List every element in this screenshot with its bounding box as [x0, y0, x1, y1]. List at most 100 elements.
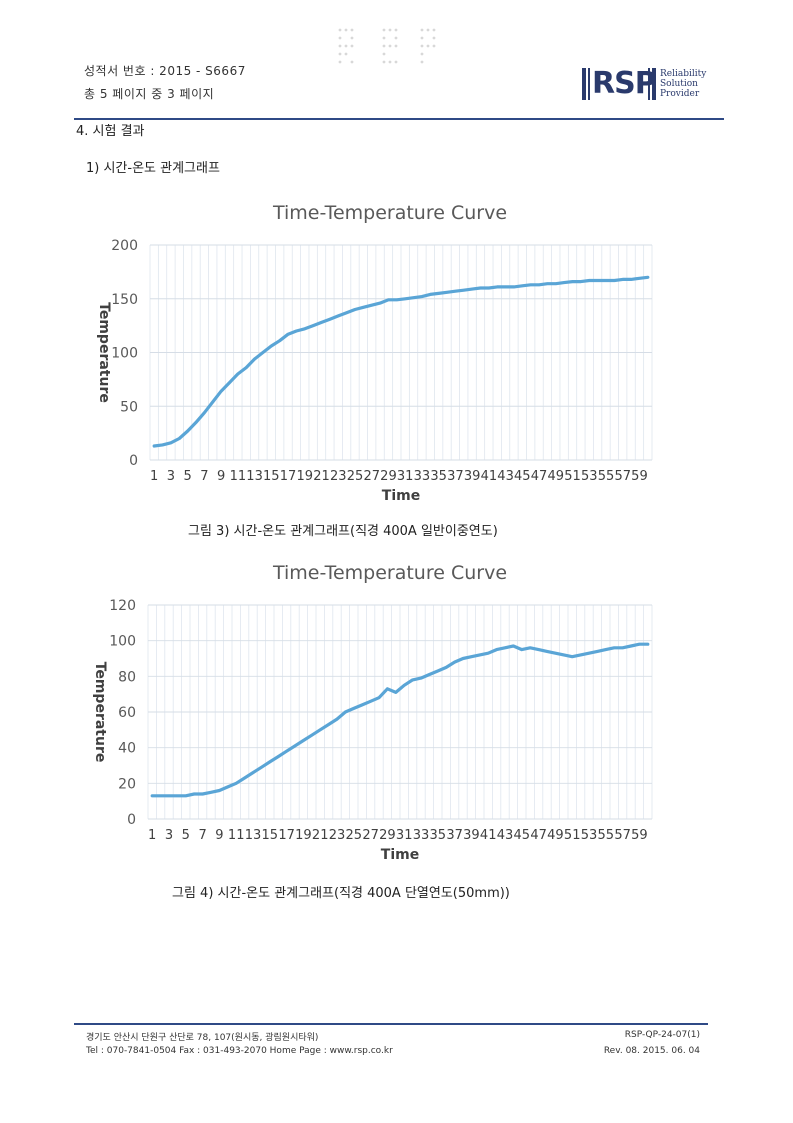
data-point	[268, 760, 271, 764]
footer-revision: Rev. 08. 2015. 06. 04	[603, 1046, 700, 1056]
data-point	[512, 644, 515, 648]
data-point	[562, 653, 565, 657]
x-tick-label: 39	[463, 828, 480, 843]
data-point	[169, 441, 173, 444]
x-tick-label: 17	[278, 828, 295, 843]
data-point	[228, 381, 231, 384]
data-point	[470, 655, 473, 658]
data-point	[277, 755, 280, 758]
data-point	[243, 776, 246, 780]
x-tick-label: 13	[245, 828, 262, 843]
y-tick-label: 100	[111, 346, 138, 362]
page-counter: 총 5 페이지 중 3 페이지	[84, 87, 215, 101]
data-point	[194, 421, 198, 424]
data-point	[429, 293, 432, 296]
series-line	[152, 275, 650, 448]
data-point	[218, 789, 221, 792]
x-tick-label: 43	[497, 469, 514, 484]
x-tick-label: 21	[312, 828, 329, 843]
x-tick-label: 41	[481, 469, 498, 484]
data-point	[545, 650, 549, 653]
data-point	[428, 673, 431, 676]
data-point	[454, 290, 457, 293]
data-point	[328, 318, 332, 321]
y-tick-label: 50	[120, 399, 138, 415]
x-tick-label: 57	[614, 469, 631, 484]
data-point	[646, 643, 649, 646]
x-tick-label: 45	[514, 469, 531, 484]
data-point	[504, 285, 507, 289]
data-point	[377, 696, 381, 699]
x-tick-label: 31	[397, 469, 414, 484]
data-point	[579, 653, 582, 657]
logo-bar-icon	[582, 68, 590, 100]
data-point	[554, 282, 557, 285]
data-point	[178, 437, 181, 440]
data-point	[420, 295, 424, 298]
data-point	[345, 311, 348, 314]
data-point	[251, 771, 255, 774]
y-tick-label: 40	[118, 741, 136, 757]
data-point	[554, 652, 557, 655]
x-tick-label: 11	[230, 469, 247, 484]
data-point	[353, 308, 357, 311]
x-tick-label: 39	[464, 469, 481, 484]
data-point	[403, 684, 406, 687]
rsp-logo: RSP Reliability Solution Provider	[582, 66, 722, 102]
data-point	[579, 280, 583, 283]
data-point	[153, 444, 156, 448]
x-tick-label: 11	[228, 828, 245, 843]
x-axis-label: Time	[381, 847, 419, 863]
data-point	[520, 648, 523, 651]
data-point	[613, 646, 616, 649]
data-point	[596, 279, 599, 282]
chart-2-caption: 그림 4) 시간-온도 관계그래프(직경 400A 단열연도(50mm))	[172, 886, 510, 901]
footer-doc-code: RSP-QP-24-07(1)	[624, 1030, 700, 1040]
x-tick-label: 25	[346, 828, 363, 843]
y-tick-label: 80	[118, 669, 136, 685]
data-point	[176, 794, 179, 797]
x-tick-label: 15	[263, 469, 280, 484]
x-tick-label: 25	[347, 469, 364, 484]
chart-2-title: Time-Temperature Curve	[272, 562, 508, 584]
x-tick-label: 1	[148, 828, 156, 843]
data-point	[386, 687, 389, 690]
x-tick-label: 37	[446, 828, 463, 843]
data-point	[629, 278, 633, 281]
logo-tagline-line: Reliability	[660, 69, 707, 79]
data-point	[419, 676, 423, 680]
data-point	[478, 653, 481, 657]
x-tick-label: 59	[631, 828, 648, 843]
data-point	[546, 282, 549, 285]
data-point	[245, 366, 248, 369]
x-tick-label: 3	[165, 828, 173, 843]
y-tick-label: 100	[109, 634, 136, 650]
data-point	[453, 660, 456, 664]
data-point	[201, 792, 204, 796]
x-tick-label: 27	[363, 469, 380, 484]
data-point	[604, 279, 608, 282]
data-point	[161, 443, 164, 447]
x-tick-label: 53	[581, 828, 598, 843]
chart-1-caption: 그림 3) 시간-온도 관계그래프(직경 400A 일반이중연도)	[188, 524, 498, 539]
y-tick-label: 20	[118, 776, 136, 792]
x-tick-label: 3	[167, 469, 175, 484]
x-tick-label: 1	[150, 469, 158, 484]
logo-text: RSP	[592, 66, 657, 101]
data-point	[462, 289, 465, 292]
data-point	[588, 279, 591, 282]
data-point	[186, 429, 189, 433]
x-tick-label: 5	[182, 828, 190, 843]
data-point	[587, 652, 591, 655]
x-tick-label: 47	[530, 828, 547, 843]
subsection-title: 1) 시간-온도 관계그래프	[86, 161, 220, 176]
data-point	[512, 285, 516, 289]
data-point	[260, 766, 263, 769]
data-point	[537, 283, 541, 286]
data-point	[487, 286, 491, 290]
x-tick-label: 35	[430, 469, 447, 484]
data-point	[184, 794, 187, 797]
data-point	[319, 728, 322, 731]
x-tick-label: 21	[313, 469, 330, 484]
